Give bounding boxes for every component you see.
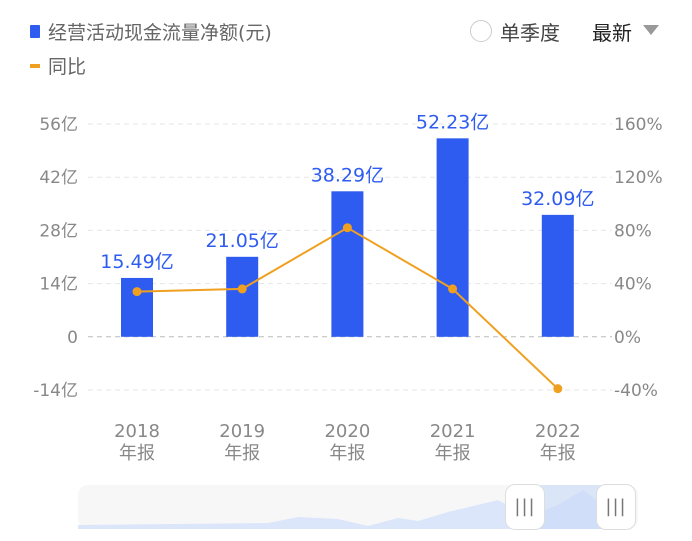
chevron-down-icon[interactable] (643, 25, 659, 35)
left-tick-label: 28亿 (39, 221, 78, 241)
yoy-point (553, 384, 563, 394)
single-quarter-radio[interactable] (470, 20, 492, 42)
x-tick-label: 2022 (535, 421, 581, 442)
bar (331, 191, 364, 337)
left-tick-label: 56亿 (39, 115, 78, 135)
legend-line-label: 同比 (48, 56, 87, 78)
yoy-point (448, 284, 458, 294)
bar (541, 214, 574, 337)
legend-line[interactable]: 同比 (30, 52, 86, 79)
x-tick-suffix: 年报 (329, 443, 365, 464)
legend-bar-label: 经营活动现金流量净额(元) (48, 22, 272, 44)
right-tick-label: -40% (614, 381, 658, 401)
x-tick-suffix: 年报 (435, 443, 471, 464)
bar-data-label: 52.23亿 (416, 111, 489, 133)
slider-preview (78, 485, 608, 529)
x-tick-label: 2020 (324, 421, 370, 442)
bar-data-label: 32.09亿 (521, 188, 594, 210)
single-quarter-label[interactable]: 单季度 (500, 21, 560, 45)
slider-right-handle[interactable]: ||| (596, 484, 636, 530)
left-tick-label: -14亿 (33, 381, 78, 401)
x-tick-suffix: 年报 (540, 443, 576, 464)
x-tick-suffix: 年报 (224, 443, 260, 464)
bar (121, 277, 153, 337)
bar-data-label: 15.49亿 (100, 251, 173, 273)
left-tick-label: 0 (67, 328, 78, 348)
x-tick-label: 2018 (114, 421, 160, 442)
legend-bar[interactable]: 经营活动现金流量净额(元) (30, 18, 272, 45)
right-tick-label: 0% (614, 328, 641, 348)
bar-data-label: 21.05亿 (205, 230, 278, 252)
bar-data-label: 38.29亿 (311, 164, 384, 186)
left-tick-label: 14亿 (39, 275, 78, 295)
yoy-point (237, 284, 247, 294)
yoy-point (132, 287, 142, 297)
yoy-point (342, 223, 352, 233)
bar (226, 256, 259, 337)
right-tick-label: 160% (614, 115, 663, 135)
period-select[interactable]: 最新 (592, 21, 632, 45)
bar (436, 138, 469, 337)
slider-left-handle[interactable]: ||| (505, 484, 545, 530)
bar-legend-marker (30, 25, 40, 38)
line-legend-marker (30, 63, 40, 68)
left-tick-label: 42亿 (39, 168, 78, 188)
right-tick-label: 40% (614, 275, 652, 295)
right-tick-label: 80% (614, 221, 652, 241)
right-tick-label: 120% (614, 168, 663, 188)
range-slider[interactable] (78, 485, 638, 529)
chart: 56亿 160% 42亿 120% 28亿 80% 14亿 40% 0 0% -14亿 -40% 15.… (33, 111, 663, 464)
x-tick-label: 2021 (430, 421, 476, 442)
x-tick-suffix: 年报 (119, 443, 155, 464)
x-tick-label: 2019 (219, 421, 265, 442)
